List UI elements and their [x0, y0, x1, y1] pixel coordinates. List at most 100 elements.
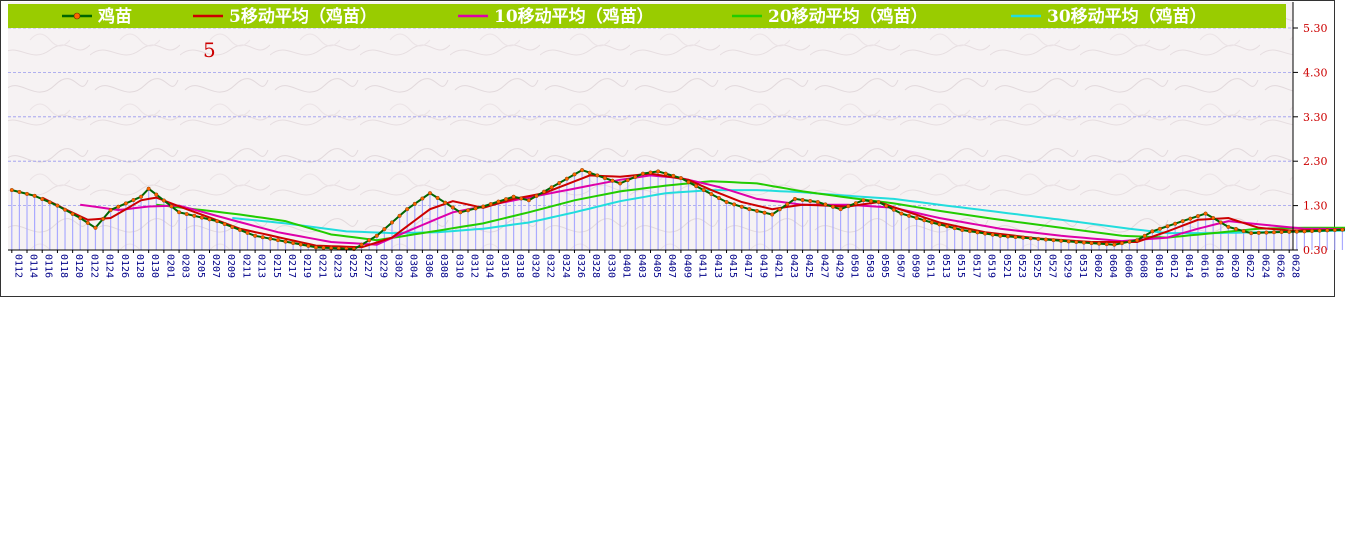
data-point [1097, 241, 1102, 246]
data-point [101, 216, 106, 221]
x-tick-label: 0211 [240, 254, 251, 278]
data-point [701, 188, 706, 193]
data-point [1256, 230, 1261, 235]
legend-marker [73, 12, 81, 20]
data-point [306, 243, 311, 248]
data-point [853, 201, 858, 206]
y-tick-label: 3.30 [1303, 111, 1328, 124]
x-tick-label: 0501 [849, 254, 860, 278]
data-point [602, 176, 607, 181]
x-tick-label: 0618 [1214, 254, 1225, 278]
data-point [1157, 226, 1162, 231]
data-point [1089, 241, 1094, 246]
x-tick-label: 0128 [134, 254, 145, 278]
data-point [511, 194, 516, 199]
x-tick-label: 0614 [1183, 254, 1194, 278]
data-point [1195, 214, 1200, 219]
data-point [937, 222, 942, 227]
x-tick-label: 0318 [514, 254, 525, 278]
x-tick-label: 0130 [149, 254, 160, 278]
x-tick-label: 0229 [377, 254, 388, 278]
data-point [519, 196, 524, 201]
data-point [161, 198, 166, 203]
x-tick-label: 0207 [210, 254, 221, 278]
data-point [473, 206, 478, 211]
data-point [488, 202, 493, 207]
data-point [1325, 228, 1330, 233]
x-tick-label: 0403 [636, 254, 647, 278]
data-point [846, 204, 851, 209]
data-point [1150, 229, 1155, 234]
data-point [770, 212, 775, 217]
data-point [291, 241, 296, 246]
data-point [549, 185, 554, 190]
x-tick-label: 0602 [1092, 254, 1103, 278]
data-point [184, 212, 189, 217]
x-tick-label: 0525 [1031, 254, 1042, 278]
data-point [389, 220, 394, 225]
x-tick-label: 0120 [73, 254, 84, 278]
data-point [283, 239, 288, 244]
data-point [625, 178, 630, 183]
x-tick-label: 0219 [301, 254, 312, 278]
data-point [481, 204, 486, 209]
y-tick-label: 2.30 [1303, 155, 1328, 168]
data-point [929, 220, 934, 225]
x-tick-label: 0419 [757, 254, 768, 278]
data-point [808, 199, 813, 204]
data-point [443, 200, 448, 205]
x-tick-label: 0126 [119, 254, 130, 278]
legend-label-2: 10移动平均（鸡苗） [494, 6, 654, 27]
data-point [633, 174, 638, 179]
data-point [557, 181, 562, 186]
x-tick-label: 0421 [773, 254, 784, 278]
data-point [1066, 239, 1071, 244]
data-point [450, 205, 455, 210]
data-point [63, 207, 68, 212]
data-point [116, 204, 121, 209]
x-tick-label: 0308 [438, 254, 449, 278]
x-tick-label: 0509 [910, 254, 921, 278]
data-point [40, 197, 45, 202]
data-point [313, 245, 318, 250]
data-point [618, 181, 623, 186]
x-tick-label: 0322 [545, 254, 556, 278]
data-point [709, 192, 714, 197]
x-tick-label: 0628 [1290, 254, 1301, 278]
data-point [32, 193, 37, 198]
y-tick-labels: 5.30 4.30 3.30 2.30 1.30 0.30 [1293, 22, 1328, 257]
data-point [945, 224, 950, 229]
data-point [1021, 235, 1026, 240]
data-point [367, 238, 372, 243]
data-point [542, 189, 547, 194]
data-point [914, 216, 919, 221]
x-tick-label: 0320 [529, 254, 540, 278]
x-tick-label: 0401 [621, 254, 632, 278]
data-point [975, 230, 980, 235]
x-tick-label: 0519 [986, 254, 997, 278]
data-point [131, 198, 136, 203]
x-tick-label: 0316 [499, 254, 510, 278]
x-tick-label: 0425 [803, 254, 814, 278]
y-tick-label: 1.30 [1303, 200, 1328, 213]
x-tick-label: 0626 [1274, 254, 1285, 278]
annotation-label: 5 [203, 38, 216, 62]
data-point [876, 200, 881, 205]
x-tick-label: 0326 [575, 254, 586, 278]
x-tick-label: 0312 [469, 254, 480, 278]
x-tick-label: 0310 [453, 254, 464, 278]
x-tick-label: 0122 [88, 254, 99, 278]
x-tick-label: 0610 [1153, 254, 1164, 278]
data-point [1173, 221, 1178, 226]
data-point [640, 171, 645, 176]
x-tick-label: 0620 [1229, 254, 1240, 278]
legend-label-3: 20移动平均（鸡苗） [768, 6, 928, 27]
x-tick-label: 0217 [286, 254, 297, 278]
x-tick-label: 0225 [347, 254, 358, 278]
data-point [526, 198, 531, 203]
data-point [139, 194, 144, 199]
x-tick-label: 0606 [1122, 254, 1133, 278]
data-point [1271, 230, 1276, 235]
data-point [1028, 236, 1033, 241]
x-tick-label: 0415 [727, 254, 738, 278]
